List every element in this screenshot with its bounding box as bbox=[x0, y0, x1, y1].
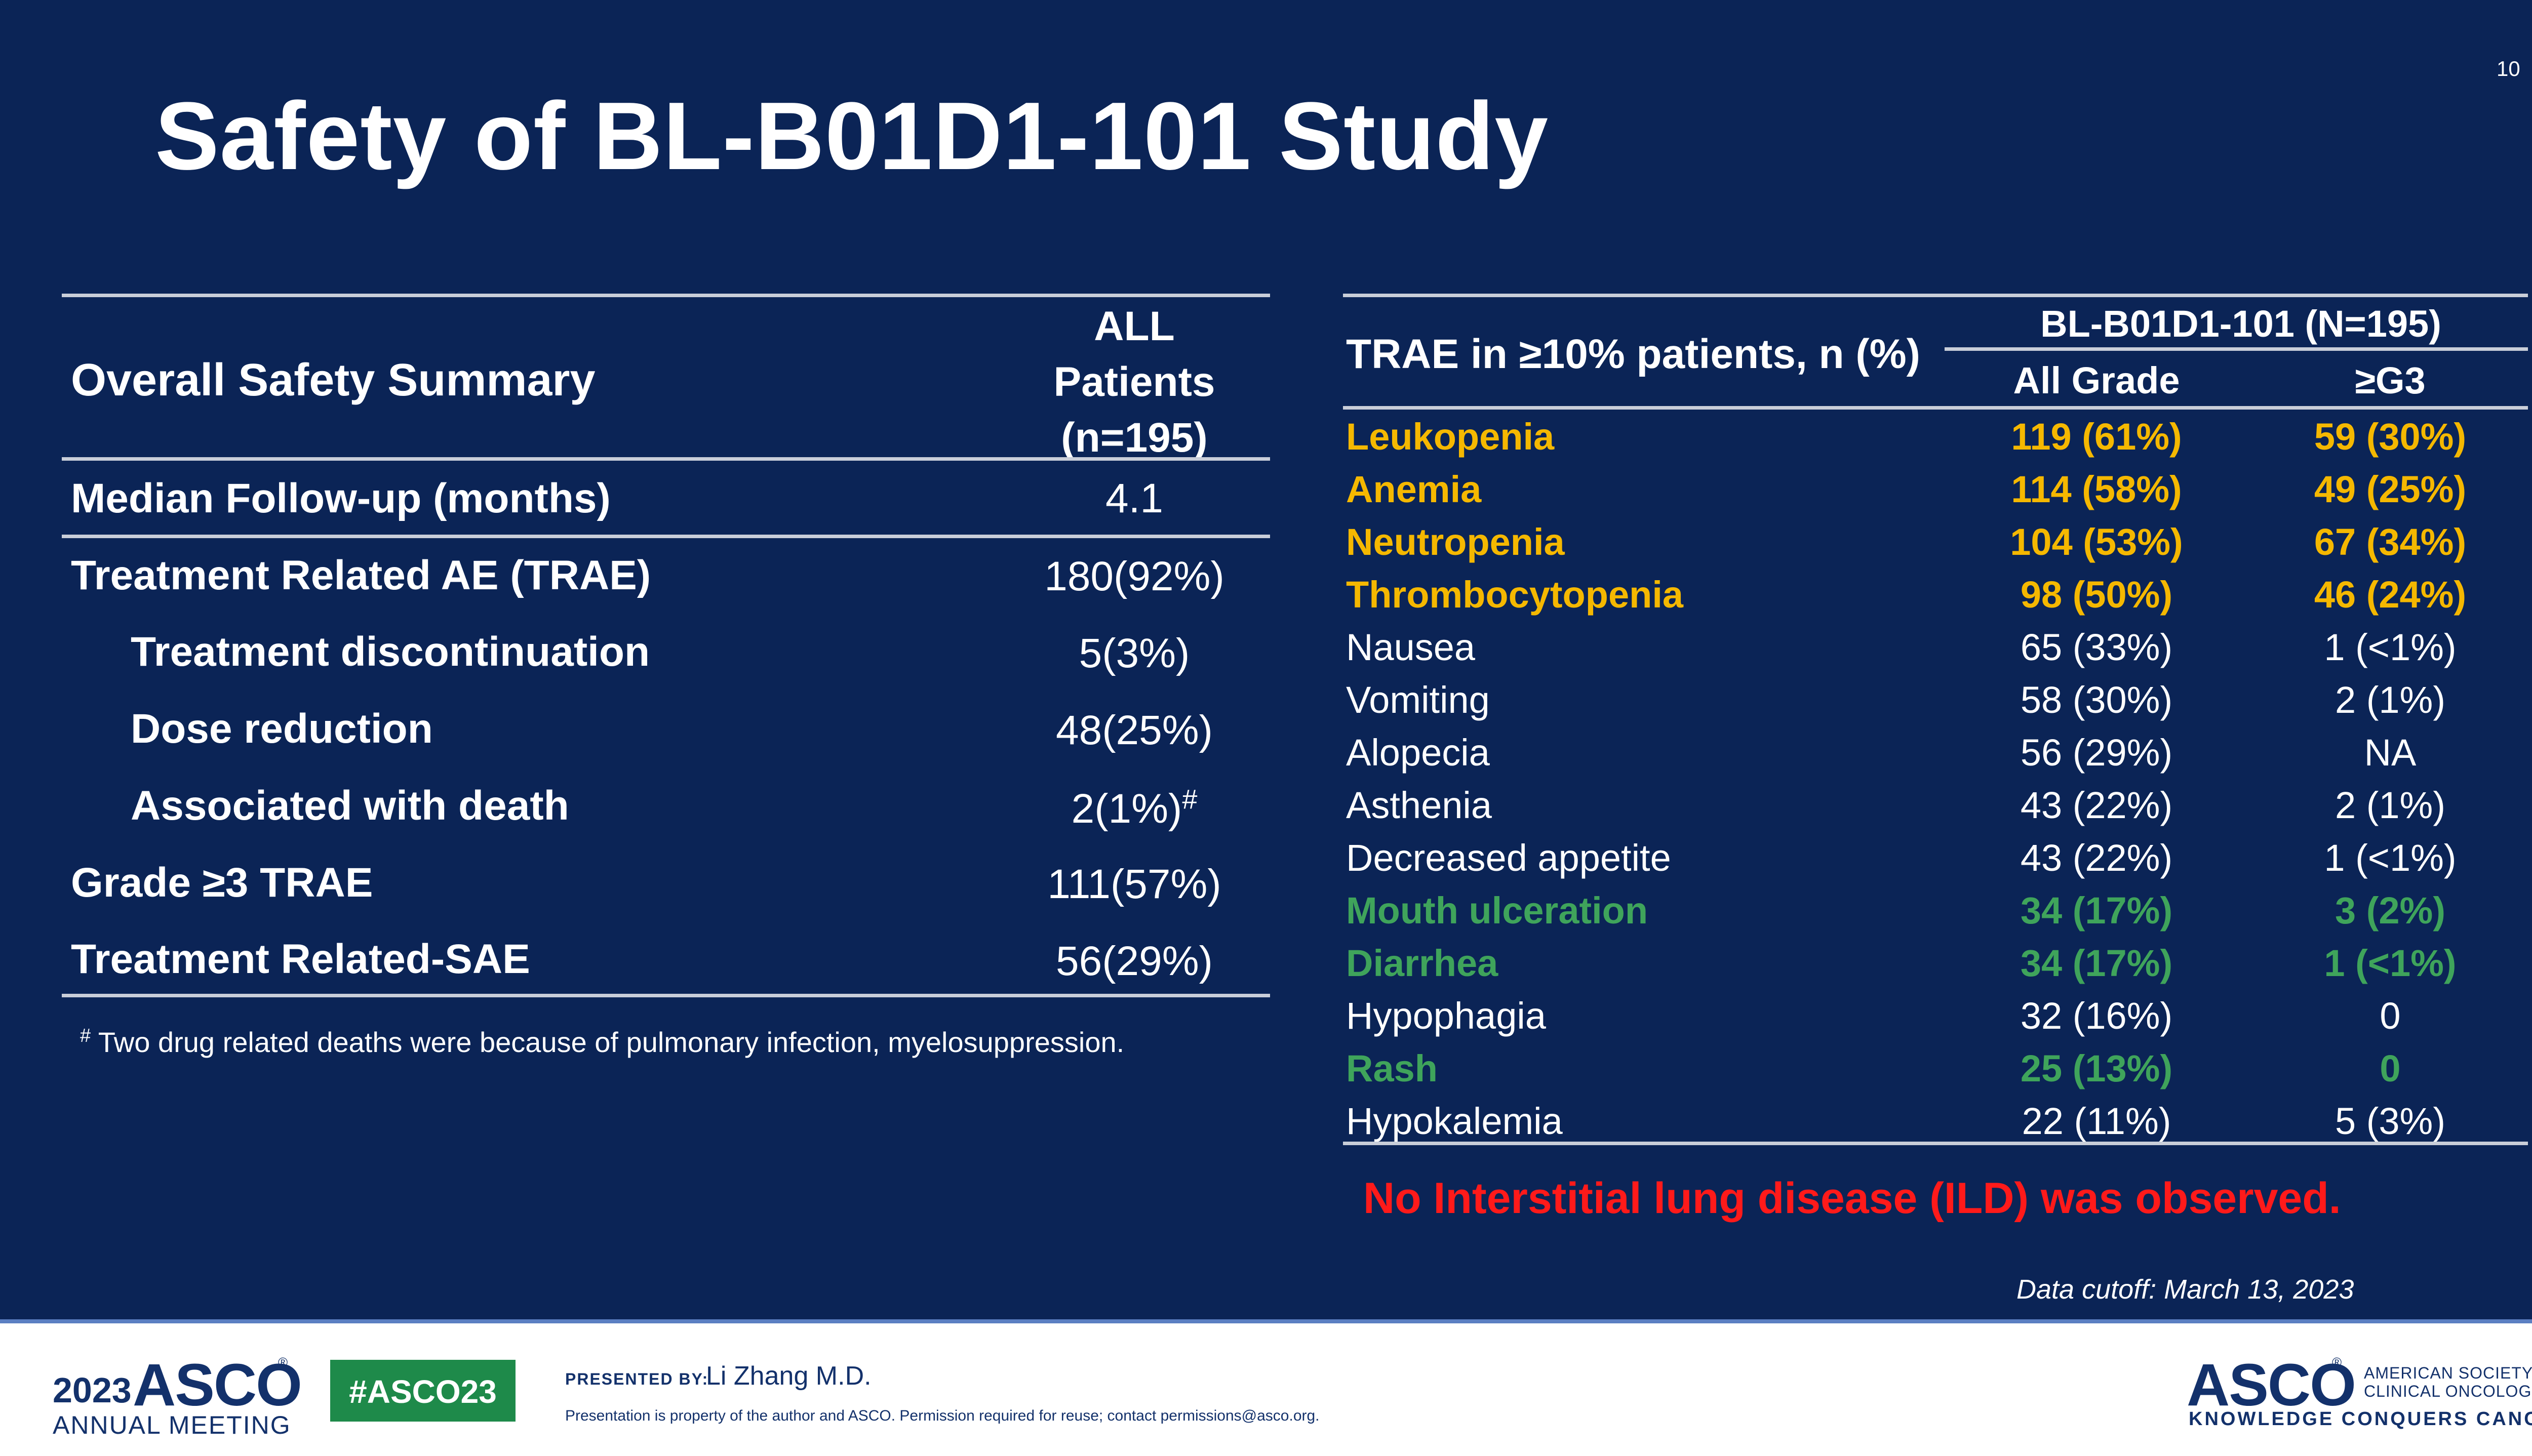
table-rule bbox=[1945, 347, 2528, 351]
table-row-label: Associated with death bbox=[131, 783, 569, 829]
table-rule bbox=[62, 994, 1270, 997]
table-row-label: Median Follow-up (months) bbox=[71, 475, 611, 521]
trae-g3: 2 (1%) bbox=[2335, 784, 2445, 826]
trae-name: Neutropenia bbox=[1346, 521, 1565, 563]
meeting-year: 2023 bbox=[53, 1370, 132, 1410]
trae-all-grade: 114 (58%) bbox=[2011, 468, 2182, 510]
meeting-subtitle: ANNUAL MEETING bbox=[53, 1411, 291, 1439]
header-line: ALL bbox=[1094, 303, 1175, 349]
table-row-value: 180(92%) bbox=[1044, 553, 1224, 599]
footnote: # Two drug related deaths were because o… bbox=[80, 1025, 1124, 1059]
trae-g3: 59 (30%) bbox=[2314, 416, 2467, 458]
footnote-marker: # bbox=[1182, 784, 1198, 815]
trae-g3: 0 bbox=[2380, 995, 2401, 1037]
trae-g3: 1 (<1%) bbox=[2324, 942, 2457, 984]
hashtag-badge: #ASCO23 bbox=[330, 1360, 516, 1422]
trae-all-grade: 43 (22%) bbox=[2020, 837, 2173, 879]
trae-g3: NA bbox=[2364, 732, 2417, 774]
trae-all-grade: 32 (16%) bbox=[2020, 995, 2173, 1037]
trae-name: Hypophagia bbox=[1346, 995, 1546, 1037]
asco-org-logo: ASCO bbox=[2187, 1352, 2356, 1419]
table-row-label: Treatment Related AE (TRAE) bbox=[71, 552, 651, 598]
table-header-label: Overall Safety Summary bbox=[71, 355, 596, 406]
presented-by-label: PRESENTED BY: bbox=[565, 1370, 709, 1388]
trae-name: Mouth ulceration bbox=[1346, 889, 1648, 932]
trae-g3: 5 (3%) bbox=[2335, 1100, 2445, 1142]
footnote-text: Two drug related deaths were because of … bbox=[98, 1026, 1125, 1058]
table-row-value: 2(1%)# bbox=[977, 784, 1291, 833]
trae-name: Anemia bbox=[1346, 468, 1482, 510]
table-row-value: 56(29%) bbox=[1056, 938, 1213, 984]
trae-g3: 2 (1%) bbox=[2335, 679, 2445, 721]
table-row-label: Dose reduction bbox=[131, 706, 433, 752]
column-header-g3: ≥G3 bbox=[2355, 359, 2426, 401]
asco-meeting-logo: ASCO bbox=[133, 1352, 302, 1419]
table-row-label: Treatment discontinuation bbox=[131, 629, 650, 675]
trae-all-grade: 43 (22%) bbox=[2020, 784, 2173, 826]
trae-name: Alopecia bbox=[1346, 732, 1490, 774]
trae-g3: 46 (24%) bbox=[2314, 574, 2467, 616]
trae-name: Nausea bbox=[1346, 626, 1476, 668]
trae-name: Leukopenia bbox=[1346, 416, 1555, 458]
table-rule bbox=[1343, 294, 2528, 297]
footer-divider bbox=[0, 1319, 2532, 1324]
trae-name: Vomiting bbox=[1346, 679, 1490, 721]
trae-g3: 49 (25%) bbox=[2314, 468, 2467, 510]
trae-all-grade: 56 (29%) bbox=[2020, 732, 2173, 774]
hashtag-text: #ASCO23 bbox=[349, 1373, 497, 1410]
table-rule bbox=[1343, 406, 2528, 410]
trae-all-grade: 34 (17%) bbox=[2020, 889, 2173, 932]
trae-name: Rash bbox=[1346, 1047, 1438, 1089]
disclaimer: Presentation is property of the author a… bbox=[565, 1407, 1320, 1424]
trae-g3: 67 (34%) bbox=[2314, 521, 2467, 563]
trademark-icon: ® bbox=[278, 1355, 288, 1370]
table-rule bbox=[62, 457, 1270, 461]
presenter-name: Li Zhang M.D. bbox=[706, 1361, 872, 1391]
org-name-line1: AMERICAN SOCIETY OF bbox=[2364, 1364, 2532, 1382]
table-row-value: 111(57%) bbox=[1047, 861, 1221, 907]
footnote-marker: # bbox=[80, 1025, 91, 1046]
trae-all-grade: 98 (50%) bbox=[2020, 574, 2173, 616]
table-row-header: TRAE in ≥10% patients, n (%) bbox=[1346, 331, 1920, 377]
header-line: Patients bbox=[1053, 359, 1215, 405]
table-row-label: Treatment Related-SAE bbox=[71, 936, 530, 982]
table-header-value: ALL Patients (n=195) bbox=[977, 299, 1291, 466]
table-row-value: 5(3%) bbox=[1079, 630, 1190, 676]
table-row-value: 48(25%) bbox=[1056, 707, 1213, 753]
trae-all-grade: 119 (61%) bbox=[2011, 416, 2182, 458]
trae-name: Diarrhea bbox=[1346, 942, 1498, 984]
trae-all-grade: 34 (17%) bbox=[2020, 942, 2173, 984]
slide-number: 10 bbox=[2497, 57, 2520, 80]
trae-all-grade: 22 (11%) bbox=[2022, 1100, 2171, 1142]
trae-g3: 3 (2%) bbox=[2335, 889, 2445, 932]
footer: 2023 ASCO ® ANNUAL MEETING #ASCO23 PRESE… bbox=[0, 1323, 2532, 1456]
trae-name: Thrombocytopenia bbox=[1346, 574, 1684, 616]
column-header-all-grade: All Grade bbox=[2013, 359, 2180, 401]
header-line: (n=195) bbox=[1061, 415, 1208, 461]
trae-all-grade: 104 (53%) bbox=[2010, 521, 2183, 563]
trae-all-grade: 65 (33%) bbox=[2020, 626, 2173, 668]
table-row-value: 4.1 bbox=[1105, 475, 1163, 521]
trademark-icon: ® bbox=[2332, 1355, 2342, 1370]
trae-name: Hypokalemia bbox=[1346, 1100, 1563, 1142]
trae-g3: 1 (<1%) bbox=[2324, 837, 2457, 879]
table-group-header: BL-B01D1-101 (N=195) bbox=[2040, 303, 2441, 345]
table-rule bbox=[1343, 1142, 2528, 1145]
trae-name: Asthenia bbox=[1346, 784, 1492, 826]
slide-title: Safety of BL-B01D1-101 Study bbox=[155, 83, 1549, 190]
death-value: 2(1%) bbox=[1071, 786, 1182, 832]
trae-name: Decreased appetite bbox=[1346, 837, 1671, 879]
data-cutoff: Data cutoff: March 13, 2023 bbox=[2016, 1274, 2354, 1305]
table-rule bbox=[62, 294, 1270, 297]
ild-note: No Interstitial lung disease (ILD) was o… bbox=[1363, 1174, 2341, 1223]
org-name-line2: CLINICAL ONCOLOGY bbox=[2364, 1382, 2532, 1400]
trae-all-grade: 25 (13%) bbox=[2020, 1047, 2173, 1089]
org-tagline: KNOWLEDGE CONQUERS CANCER bbox=[2189, 1408, 2532, 1430]
trae-all-grade: 58 (30%) bbox=[2020, 679, 2173, 721]
trae-g3: 1 (<1%) bbox=[2324, 626, 2457, 668]
table-row-label: Grade ≥3 TRAE bbox=[71, 860, 373, 906]
trae-g3: 0 bbox=[2380, 1047, 2401, 1089]
table-rule bbox=[62, 535, 1270, 538]
